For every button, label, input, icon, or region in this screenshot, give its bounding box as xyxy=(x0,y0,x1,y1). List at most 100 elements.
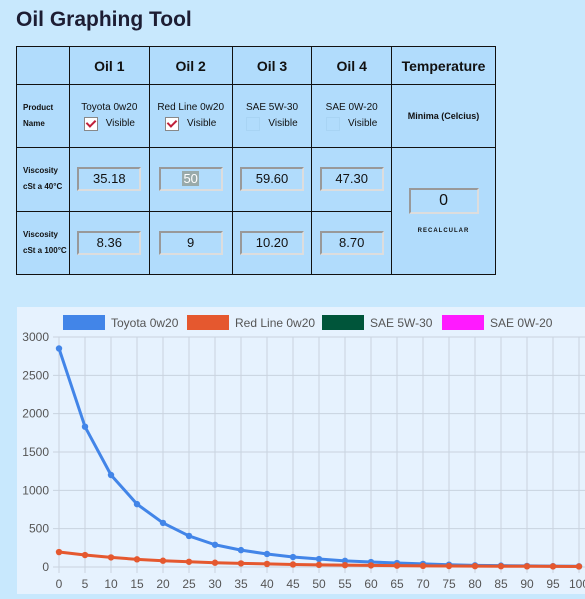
data-point xyxy=(315,555,323,563)
y-tick-label: 1000 xyxy=(22,483,49,497)
data-point xyxy=(237,546,245,554)
x-tick-label: 55 xyxy=(338,577,352,591)
viscosity-input[interactable]: 50 xyxy=(158,167,223,192)
data-point xyxy=(523,563,531,570)
data-point xyxy=(237,560,245,567)
x-tick-label: 70 xyxy=(416,577,430,591)
x-tick-label: 5 xyxy=(82,577,89,591)
x-tick-label: 85 xyxy=(494,577,508,591)
temp-input[interactable]: 0 xyxy=(408,188,479,215)
checkbox-label: Visible xyxy=(105,118,135,130)
product-cell: SAE 0W-20 Visible xyxy=(311,83,393,149)
viscosity-input[interactable]: 47.30 xyxy=(319,167,384,192)
data-point xyxy=(549,563,557,570)
x-tick-label: 95 xyxy=(546,577,560,591)
y-tick-label: 0 xyxy=(42,560,49,574)
corner xyxy=(16,46,70,85)
viscosity-value: 47.30 xyxy=(335,171,368,187)
x-tick-label: 75 xyxy=(442,577,456,591)
product-cell: Toyota 0w20 Visible xyxy=(69,83,150,149)
y-tick-label: 3000 xyxy=(22,330,49,344)
chart: 0 500 1000 1500 2000 2500 3000 0 5 10 15 20 25 30 35 40… xyxy=(22,315,585,591)
data-point xyxy=(107,471,115,479)
x-tick-label: 80 xyxy=(468,577,482,591)
viscosity-cell: 8.36 xyxy=(69,210,150,276)
checkbox[interactable] xyxy=(246,116,261,131)
col-header: Oil 2 xyxy=(148,46,233,85)
checkbox[interactable] xyxy=(165,116,180,131)
data-point xyxy=(211,541,219,548)
chart-panel: 0 500 1000 1500 2000 2500 3000 0 5 10 15 20 25 30 35 40… xyxy=(17,307,585,594)
data-point xyxy=(185,532,193,540)
x-tick-label: 60 xyxy=(364,577,378,591)
data-point xyxy=(471,562,479,570)
legend-swatch xyxy=(187,315,229,330)
data-point xyxy=(159,557,167,564)
data-point xyxy=(55,345,63,352)
viscosity-value: 9 xyxy=(187,234,195,250)
viscosity-input[interactable]: 9 xyxy=(158,230,223,255)
recalc-button[interactable]: RECALCULAR xyxy=(417,228,470,235)
viscosity-cell: 50 xyxy=(148,147,233,212)
checkbox-label: Visible xyxy=(348,118,378,130)
viscosity-value: 35.18 xyxy=(93,171,126,187)
viscosity-input[interactable]: 8.36 xyxy=(77,230,142,255)
data-point xyxy=(315,561,323,569)
data-point xyxy=(263,560,271,568)
viscosity-value: 50 xyxy=(182,171,199,187)
viscosity-cell: 35.18 xyxy=(69,147,150,212)
product-name[interactable]: SAE 0W-20 xyxy=(325,101,378,113)
col-header: Oil 3 xyxy=(231,46,313,85)
viscosity-value: 8.36 xyxy=(96,234,122,250)
data-point xyxy=(211,559,219,566)
legend-label: SAE 0W-20 xyxy=(490,316,553,330)
viscosity-input[interactable]: 8.70 xyxy=(319,230,384,255)
checkbox[interactable] xyxy=(83,116,98,131)
legend-swatch xyxy=(322,315,364,330)
legend-swatch xyxy=(63,315,105,330)
data-point xyxy=(393,562,401,569)
data-point xyxy=(107,554,115,561)
checkbox-label: Visible xyxy=(187,118,217,130)
row-label: Product Name xyxy=(16,83,70,149)
row-label: Viscosity cSt a 100°C xyxy=(16,210,70,276)
viscosity-cell: 47.30 xyxy=(311,147,393,212)
data-point xyxy=(289,561,297,568)
row-label: Viscosity cSt a 40°C xyxy=(16,147,70,212)
data-point xyxy=(419,562,427,570)
col-header: Temperature xyxy=(391,46,496,85)
legend-swatch xyxy=(442,315,484,330)
data-point xyxy=(133,556,141,563)
x-tick-label: 50 xyxy=(312,577,326,591)
legend-label: Toyota 0w20 xyxy=(111,316,179,330)
data-point xyxy=(289,553,297,561)
checkbox[interactable] xyxy=(326,116,341,131)
data-point xyxy=(341,561,349,569)
product-name[interactable]: Red Line 0w20 xyxy=(157,101,225,113)
data-point xyxy=(445,562,453,570)
visible-toggle: Visible xyxy=(312,116,391,131)
data-point xyxy=(159,519,167,527)
x-tick-label: 35 xyxy=(234,577,248,591)
data-point xyxy=(575,563,583,570)
legend-label: Red Line 0w20 xyxy=(235,316,315,330)
product-cell: Red Line 0w20 Visible xyxy=(148,83,233,149)
product-cell: SAE 5W-30 Visible xyxy=(231,83,313,149)
data-point xyxy=(367,562,375,569)
data-point xyxy=(55,548,63,556)
viscosity-input[interactable]: 10.20 xyxy=(240,230,305,255)
viscosity-value: 8.70 xyxy=(339,234,365,250)
product-name[interactable]: Toyota 0w20 xyxy=(81,101,138,113)
checkbox-label: Visible xyxy=(268,118,298,130)
data-point xyxy=(185,558,193,565)
data-point xyxy=(81,551,89,559)
product-name[interactable]: SAE 5W-30 xyxy=(245,101,299,113)
viscosity-input[interactable]: 35.18 xyxy=(77,167,142,192)
viscosity-cell: 10.20 xyxy=(231,210,313,276)
y-tick-label: 500 xyxy=(29,522,49,536)
page-title: Oil Graphing Tool xyxy=(16,8,192,31)
x-tick-label: 10 xyxy=(104,577,118,591)
x-tick-label: 45 xyxy=(286,577,300,591)
viscosity-value: 59.60 xyxy=(255,171,289,187)
viscosity-input[interactable]: 59.60 xyxy=(240,167,305,192)
